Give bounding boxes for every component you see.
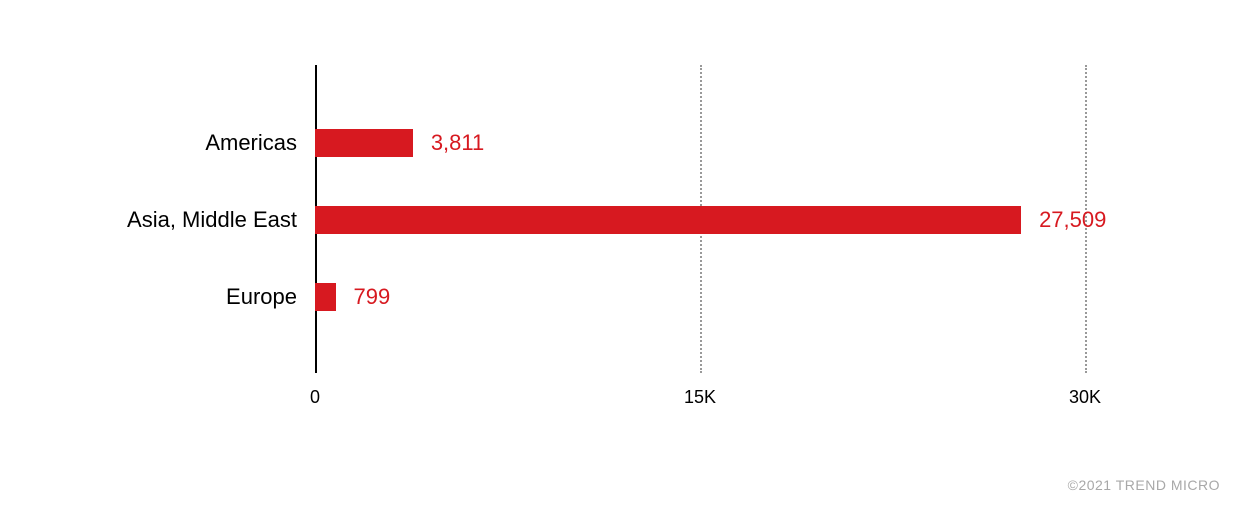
bar-value-label: 3,811: [431, 130, 484, 156]
category-label: Europe: [226, 284, 297, 310]
bar: [315, 129, 413, 157]
attribution-text: ©2021 TREND MICRO: [1068, 477, 1220, 493]
x-tick-label: 15K: [660, 387, 740, 408]
plot-area: 3,81127,509799: [315, 65, 1085, 373]
bar: [315, 206, 1021, 234]
bar-value-label: 799: [354, 284, 391, 310]
category-label: Asia, Middle East: [127, 207, 297, 233]
x-tick-label: 30K: [1045, 387, 1125, 408]
region-bar-chart: 3,81127,509799 015K30KAmericasAsia, Midd…: [0, 0, 1250, 521]
x-tick-label: 0: [275, 387, 355, 408]
category-label: Americas: [205, 130, 297, 156]
bar-value-label: 27,509: [1039, 207, 1106, 233]
bar: [315, 283, 336, 311]
